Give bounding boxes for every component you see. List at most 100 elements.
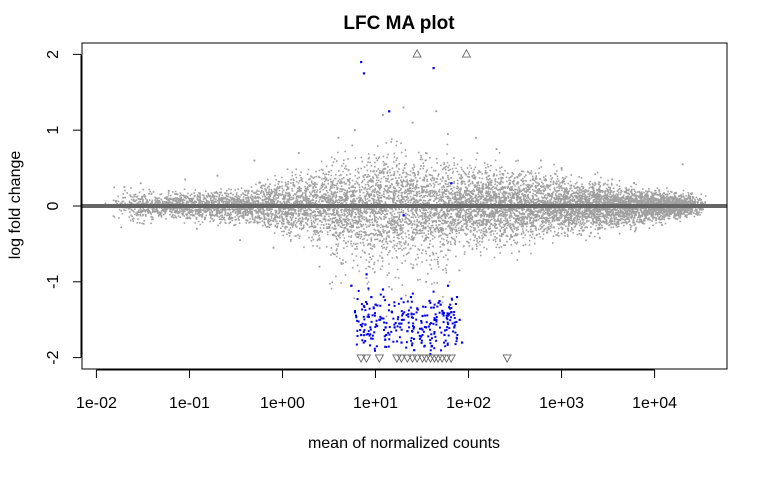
significant-point — [396, 318, 399, 321]
significant-point — [410, 312, 413, 315]
significant-point — [360, 333, 363, 337]
significant-point — [413, 349, 416, 352]
significant-point — [361, 339, 364, 342]
significant-point — [429, 328, 432, 331]
significant-point — [420, 320, 423, 323]
data-point — [184, 178, 187, 181]
significant-point — [442, 321, 445, 324]
significant-point — [384, 299, 387, 302]
significant-point — [454, 343, 457, 346]
significant-point — [453, 321, 456, 324]
x-tick-label: 1e-02 — [76, 395, 117, 412]
x-axis: 1e-02 1e-01 1e+00 1e+01 1e+02 1e+03 1e+04 — [76, 369, 677, 412]
significant-point — [429, 301, 432, 304]
significant-point — [383, 328, 386, 331]
significant-point — [373, 314, 376, 317]
significant-point — [366, 302, 369, 305]
significant-point — [410, 339, 413, 342]
clipped-down-triangle — [396, 354, 407, 364]
significant-point — [443, 341, 446, 344]
significant-point — [379, 315, 382, 318]
significant-point — [372, 307, 375, 310]
significant-point — [446, 326, 449, 329]
y-axis-label: log fold change — [7, 151, 24, 260]
significant-point — [435, 339, 438, 342]
significant-point — [399, 326, 402, 329]
significant-point — [407, 321, 410, 324]
significant-point — [400, 322, 403, 325]
significant-point — [356, 329, 359, 332]
significant-point — [438, 326, 441, 329]
significant-point — [359, 323, 362, 326]
significant-point — [379, 318, 382, 321]
clipped-down-triangle — [374, 354, 385, 364]
significant-point — [455, 340, 458, 343]
data-point — [139, 182, 142, 185]
significant-point — [381, 288, 385, 291]
significant-point — [396, 340, 399, 343]
significant-point — [369, 328, 372, 331]
data-point — [518, 250, 521, 253]
significant-point — [407, 309, 410, 312]
significant-point — [411, 292, 414, 295]
significant-point — [425, 326, 428, 329]
clipped-down-triangle — [356, 354, 366, 364]
significant-point — [382, 317, 385, 320]
significant-point — [439, 303, 442, 306]
significant-point — [400, 310, 403, 313]
significant-point — [363, 318, 366, 321]
significant-point — [402, 301, 405, 304]
significant-point — [416, 308, 419, 311]
significant-point — [446, 321, 449, 324]
significant-point — [440, 331, 443, 334]
significant-point — [445, 314, 448, 317]
significant-point — [411, 330, 414, 333]
data-point — [540, 159, 542, 162]
significant-point — [407, 315, 410, 318]
significant-point — [415, 311, 418, 314]
significant-point — [392, 317, 395, 320]
significant-point — [405, 314, 408, 317]
significant-point — [367, 313, 370, 316]
significant-point — [432, 322, 435, 325]
significant-point — [421, 328, 424, 331]
significant-point — [375, 319, 378, 322]
data-point — [390, 288, 393, 291]
significant-point — [360, 303, 363, 306]
significant-point — [435, 323, 438, 326]
y-tick-label: 2 — [45, 50, 62, 59]
significant-point — [438, 311, 441, 314]
significant-point — [448, 327, 451, 330]
clipped-down-triangle — [361, 354, 372, 364]
significant-point — [400, 318, 403, 321]
significant-point — [422, 305, 425, 308]
y-tick-label: 0 — [45, 201, 62, 210]
significant-point — [362, 72, 366, 75]
significant-point — [353, 311, 357, 314]
significant-point — [374, 325, 377, 328]
data-point — [704, 201, 707, 204]
significant-point — [401, 314, 404, 317]
significant-point — [454, 331, 457, 334]
clipped-down-triangle — [446, 354, 456, 364]
data-point — [365, 277, 368, 279]
x-tick-label: 1e-01 — [169, 395, 210, 412]
significant-point — [410, 300, 413, 303]
significant-point — [373, 312, 376, 315]
data-point — [297, 152, 300, 154]
significant-point — [409, 295, 413, 299]
significant-point — [357, 289, 360, 292]
significant-point — [395, 329, 398, 332]
significant-point — [424, 314, 427, 317]
significant-point — [388, 303, 391, 306]
significant-point — [434, 335, 437, 338]
significant-point — [450, 182, 453, 185]
significant-point — [364, 309, 367, 312]
significant-point — [446, 318, 449, 321]
data-point — [402, 106, 405, 109]
significant-point — [390, 330, 393, 333]
significant-point — [411, 342, 414, 345]
significant-point — [420, 327, 423, 330]
significant-point — [412, 327, 415, 330]
